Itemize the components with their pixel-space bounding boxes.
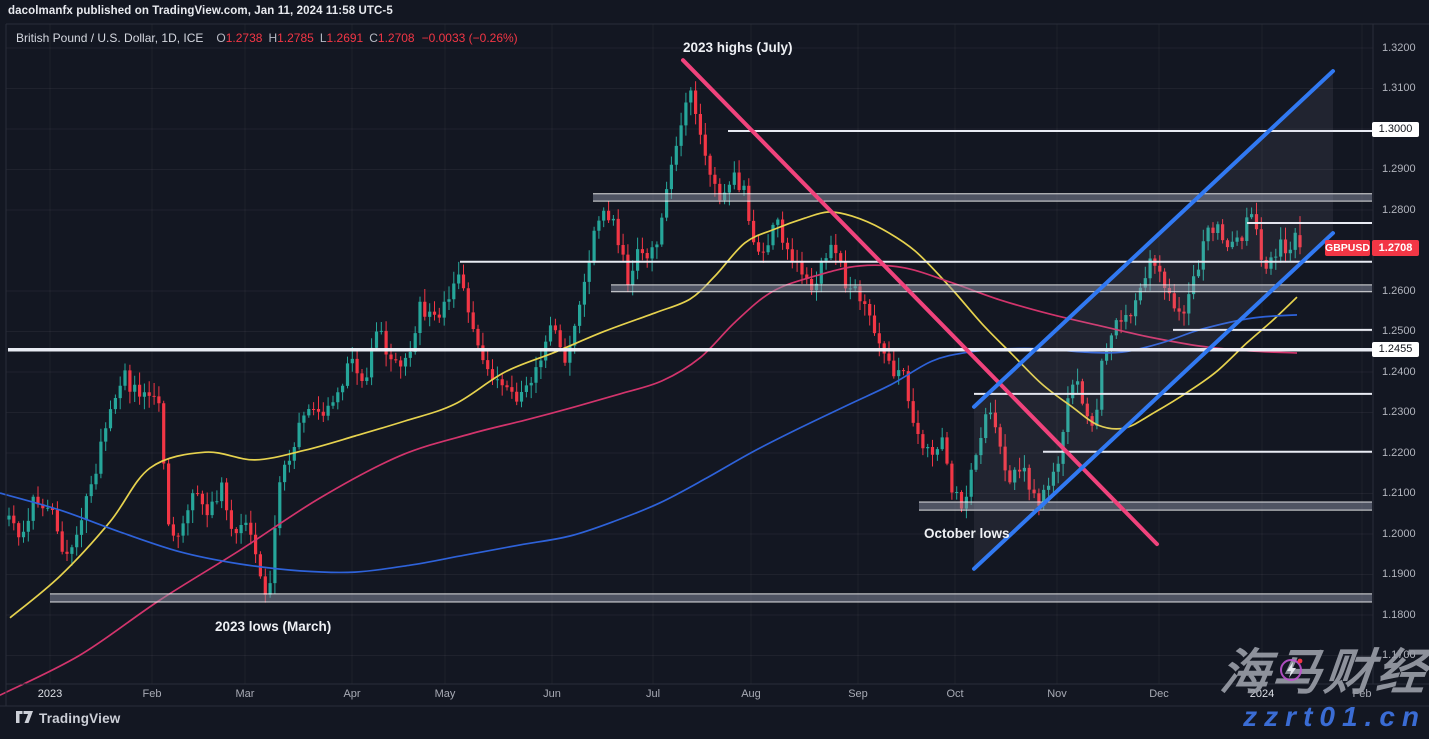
price-tick-label: 1.2300 [1382,406,1416,418]
time-tick-label: Feb [142,688,162,700]
pane-borders [0,23,1429,707]
time-tick-label: Sep [848,688,868,700]
time-tick-label: Jun [543,688,561,700]
annotation-2023-lows[interactable]: 2023 lows (March) [215,619,332,634]
zone-2023-lows[interactable] [50,593,1372,603]
time-tick-label: May [434,688,456,700]
price-tick-label: 1.1900 [1382,568,1416,580]
annotation-october-lows[interactable]: October lows [924,526,1010,541]
price-tick-label: 1.3100 [1382,82,1416,94]
zone-october-lows[interactable] [919,501,1372,511]
watermark-lightning-icon [1280,658,1303,681]
annotation-2023-highs[interactable]: 2023 highs (July) [683,40,793,55]
price-tick-label: 1.2600 [1382,284,1416,297]
ohlc-key: H [268,31,278,45]
grid-lines [6,24,1373,684]
tradingview-logo[interactable]: TradingView [16,711,120,726]
publish-bar: dacolmanfx published on TradingView.com,… [8,5,393,17]
price-tick-label: 1.2500 [1382,325,1416,337]
ohlc-value: 1.2708 [377,31,415,45]
price-tick-label: 1.2000 [1382,527,1416,540]
price-level-label-box: 1.3000 [1372,121,1419,137]
watermark-site: zzrt01.cn [1243,701,1426,732]
time-tick-label: Nov [1047,688,1067,700]
time-tick-label: Apr [343,688,361,700]
price-tick-label: 1.3200 [1382,41,1416,54]
time-tick-label: Feb [1352,688,1372,700]
price-tick-label: 1.1800 [1382,608,1416,621]
zone-june-highs[interactable] [593,193,1372,202]
downtrend-from-2023-highs[interactable] [681,58,1159,547]
time-tick-label: Mar [235,688,255,700]
last-price-symbol-badge: GBPUSD [1325,240,1370,256]
watermark-brand: 海马财经 [1217,646,1429,700]
time-tick-label: Dec [1149,688,1169,700]
ohlc-value: 1.2785 [277,31,314,45]
ohlc-value: 1.2738 [225,31,263,45]
price-tick-label: 1.2200 [1382,446,1416,459]
time-tick-label: 2023 [37,688,63,700]
time-tick-label: Aug [741,688,761,700]
ohlc-value: 1.2691 [326,31,364,45]
ma-mid-pink[interactable] [0,264,1298,696]
tradingview-logo-icon [16,711,33,723]
price-tick-label: 1.2400 [1382,365,1416,378]
last-price-value-badge: 1.2708 [1372,240,1419,256]
trend-channel[interactable] [681,58,1335,571]
channel-lower-line[interactable] [972,231,1335,571]
ohlc-values: O1.2738 H1.2785 L1.2691 C1.2708 [210,31,414,45]
support-resistance-lines[interactable] [8,130,1372,453]
price-tick-label: 1.2800 [1382,203,1416,216]
change-value: −0.0033 (−0.26%) [421,31,518,45]
ohlc-key: L [319,31,327,45]
support-resistance-zones[interactable] [50,193,1372,603]
ma-slow-blue[interactable] [0,314,1298,574]
ohlc-key: O [216,31,226,45]
time-tick-label: Jul [645,688,661,700]
symbol-title[interactable]: British Pound / U.S. Dollar, 1D, ICE [16,31,204,45]
time-tick-label: Oct [946,688,964,700]
ohlc-key: C [369,31,378,45]
symbol-header[interactable]: British Pound / U.S. Dollar, 1D, ICE O1.2… [16,31,518,45]
price-level-label-box: 1.2455 [1372,342,1419,358]
publish-text: dacolmanfx published on TradingView.com,… [8,5,393,17]
time-tick-label: 2024 [1249,688,1275,700]
price-tick-label: 1.2900 [1382,163,1416,175]
channel-upper-line[interactable] [972,69,1335,409]
zone-1-2600[interactable] [611,284,1372,293]
price-tick-label: 1.2100 [1382,487,1416,499]
candles-layer[interactable] [7,81,1302,603]
tradingview-logo-text: TradingView [39,711,121,726]
price-tick-label: 1.1700 [1382,649,1416,661]
